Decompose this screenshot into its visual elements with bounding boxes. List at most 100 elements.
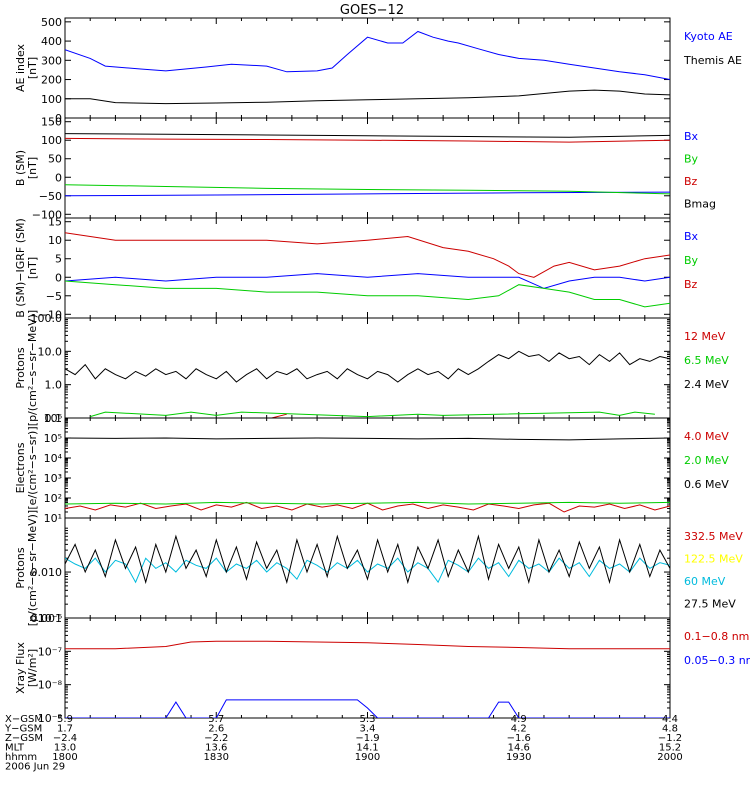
y-tick-label: 500: [41, 16, 62, 29]
y-axis-label: Protons: [14, 347, 27, 388]
orbit-value: −1.6: [507, 733, 531, 744]
y-axis-label: [W/m²]: [26, 649, 39, 687]
y-tick-label: 0: [55, 171, 62, 184]
panel-frame: [64, 117, 671, 219]
legend-entry: Bz: [684, 175, 698, 188]
panel-frame: [64, 217, 671, 319]
orbit-value: 4.8: [662, 724, 678, 735]
y-axis-label: B (SM): [14, 150, 27, 186]
y-axis-label: AE index: [14, 43, 27, 92]
panel-frame: [64, 317, 671, 419]
legend-entry: 6.5 MeV: [684, 354, 729, 367]
legend-entry: By: [684, 153, 699, 166]
series-line: [65, 184, 670, 195]
orbit-row-label: hhmm: [5, 752, 37, 763]
series-line: [65, 640, 670, 650]
series-line: [65, 137, 670, 143]
y-axis-label: [nT]: [26, 257, 39, 279]
y-tick-label: 100: [41, 134, 62, 147]
y-tick-label: 200: [41, 74, 62, 87]
y-tick-label: 10⁶: [44, 412, 63, 425]
y-tick-label: 0: [55, 112, 62, 125]
y-tick-label: 5: [55, 253, 62, 266]
y-tick-label: 10⁵: [44, 432, 62, 445]
series-line: [65, 30, 670, 80]
legend-entry: 60 MeV: [684, 575, 726, 588]
orbit-value: 4.2: [511, 724, 527, 735]
legend-entry: 12 MeV: [684, 330, 726, 343]
series-line: [271, 413, 287, 418]
y-tick-label: 150: [41, 116, 62, 129]
series-line: [65, 350, 670, 383]
orbit-value: 13.0: [54, 743, 76, 754]
y-tick-label: 1.0: [45, 379, 63, 392]
legend-entry: 27.5 MeV: [684, 598, 736, 611]
orbit-value: 13.6: [205, 743, 227, 754]
y-tick-label: 100: [41, 93, 62, 106]
orbit-row-label: Y−GSM: [4, 724, 42, 735]
y-tick-label: 0.001: [31, 612, 63, 625]
y-axis-label: [p/(cm²−s−sr−MeV)]: [26, 510, 39, 626]
orbit-value: 5.7: [208, 714, 224, 725]
legend-entry: 0.1−0.8 nm: [684, 630, 749, 643]
y-axis-label: [e/(cm²−s−sr)]: [26, 426, 39, 509]
y-axis-label: [nT]: [26, 157, 39, 179]
orbit-value: −1.9: [355, 733, 379, 744]
y-tick-label: −50: [39, 190, 62, 203]
legend-entry: Kyoto AE: [684, 30, 733, 43]
y-tick-label: 10²: [44, 492, 62, 505]
y-tick-label: −100: [32, 208, 62, 221]
y-tick-label: 10⁻⁸: [38, 679, 63, 692]
legend-entry: Bmag: [684, 198, 716, 211]
figure-title: GOES−12: [340, 3, 404, 18]
orbit-value: −2.2: [204, 733, 228, 744]
y-tick-label: 10⁴: [44, 452, 63, 465]
orbit-value: 1800: [52, 752, 77, 763]
series-line: [65, 437, 670, 441]
legend-entry: Bx: [684, 230, 699, 243]
y-tick-label: 100.0: [31, 312, 63, 325]
y-tick-label: 50: [48, 153, 62, 166]
orbit-value: 5.3: [360, 714, 376, 725]
orbit-row-label: 2006 Jun 29: [5, 762, 65, 773]
panel-7: 10⁻⁹ 10⁻⁸ 10⁻⁷ 10⁻⁶ Xray Flux [W/m²] 0.1−0.8 n…: [14, 612, 750, 725]
orbit-value: 1830: [204, 752, 229, 763]
orbit-value: 4.4: [662, 714, 678, 725]
y-tick-label: 0.010: [31, 566, 63, 579]
y-tick-label: 0.1: [45, 412, 63, 425]
series-line: [65, 501, 670, 505]
legend-entry: 2.0 MeV: [684, 454, 729, 467]
panel-frame: [64, 617, 671, 719]
orbit-value: 14.1: [356, 743, 378, 754]
orbit-row-label: MLT: [5, 743, 25, 754]
series-line: [65, 191, 670, 197]
orbit-value: 4.9: [511, 714, 527, 725]
panel-6: 0.001 0.010 Protons [p/(cm²−s−sr−MeV)] 332.5…: [14, 510, 743, 626]
orbit-row-label: Z−GSM: [5, 733, 43, 744]
legend-entry: Bz: [684, 278, 698, 291]
orbit-value: 15.2: [659, 743, 681, 754]
legend-entry: By: [684, 254, 699, 267]
legend-entry: Themis AE: [683, 54, 742, 67]
y-tick-label: 400: [41, 35, 62, 48]
series-line: [90, 411, 655, 418]
panel-4: 0.1 1.0 10.0 100.0 Protons [p/(cm²−s−sr−MeV)]…: [14, 310, 729, 426]
series-line: [65, 133, 670, 138]
y-axis-label: [p/(cm²−s−sr−MeV)]: [26, 310, 39, 426]
series-line: [65, 557, 670, 584]
legend-entry: Bx: [684, 130, 699, 143]
legend-entry: 122.5 MeV: [684, 553, 743, 566]
orbit-value: 5.9: [57, 714, 73, 725]
y-axis-label: Protons: [14, 547, 27, 588]
y-tick-label: 10³: [44, 472, 62, 485]
y-tick-label: 10¹: [44, 512, 62, 525]
orbit-value: −1.2: [658, 733, 682, 744]
series-line: [65, 232, 670, 278]
series-line: [65, 273, 670, 289]
y-axis-label: [nT]: [26, 57, 39, 79]
y-tick-label: 0: [55, 271, 62, 284]
panel-3: −10 −5 0 5 10 15 B (SM)−IGRF (SM) [nT] Bx By Bz: [14, 216, 699, 322]
orbit-value: 1930: [506, 752, 531, 763]
